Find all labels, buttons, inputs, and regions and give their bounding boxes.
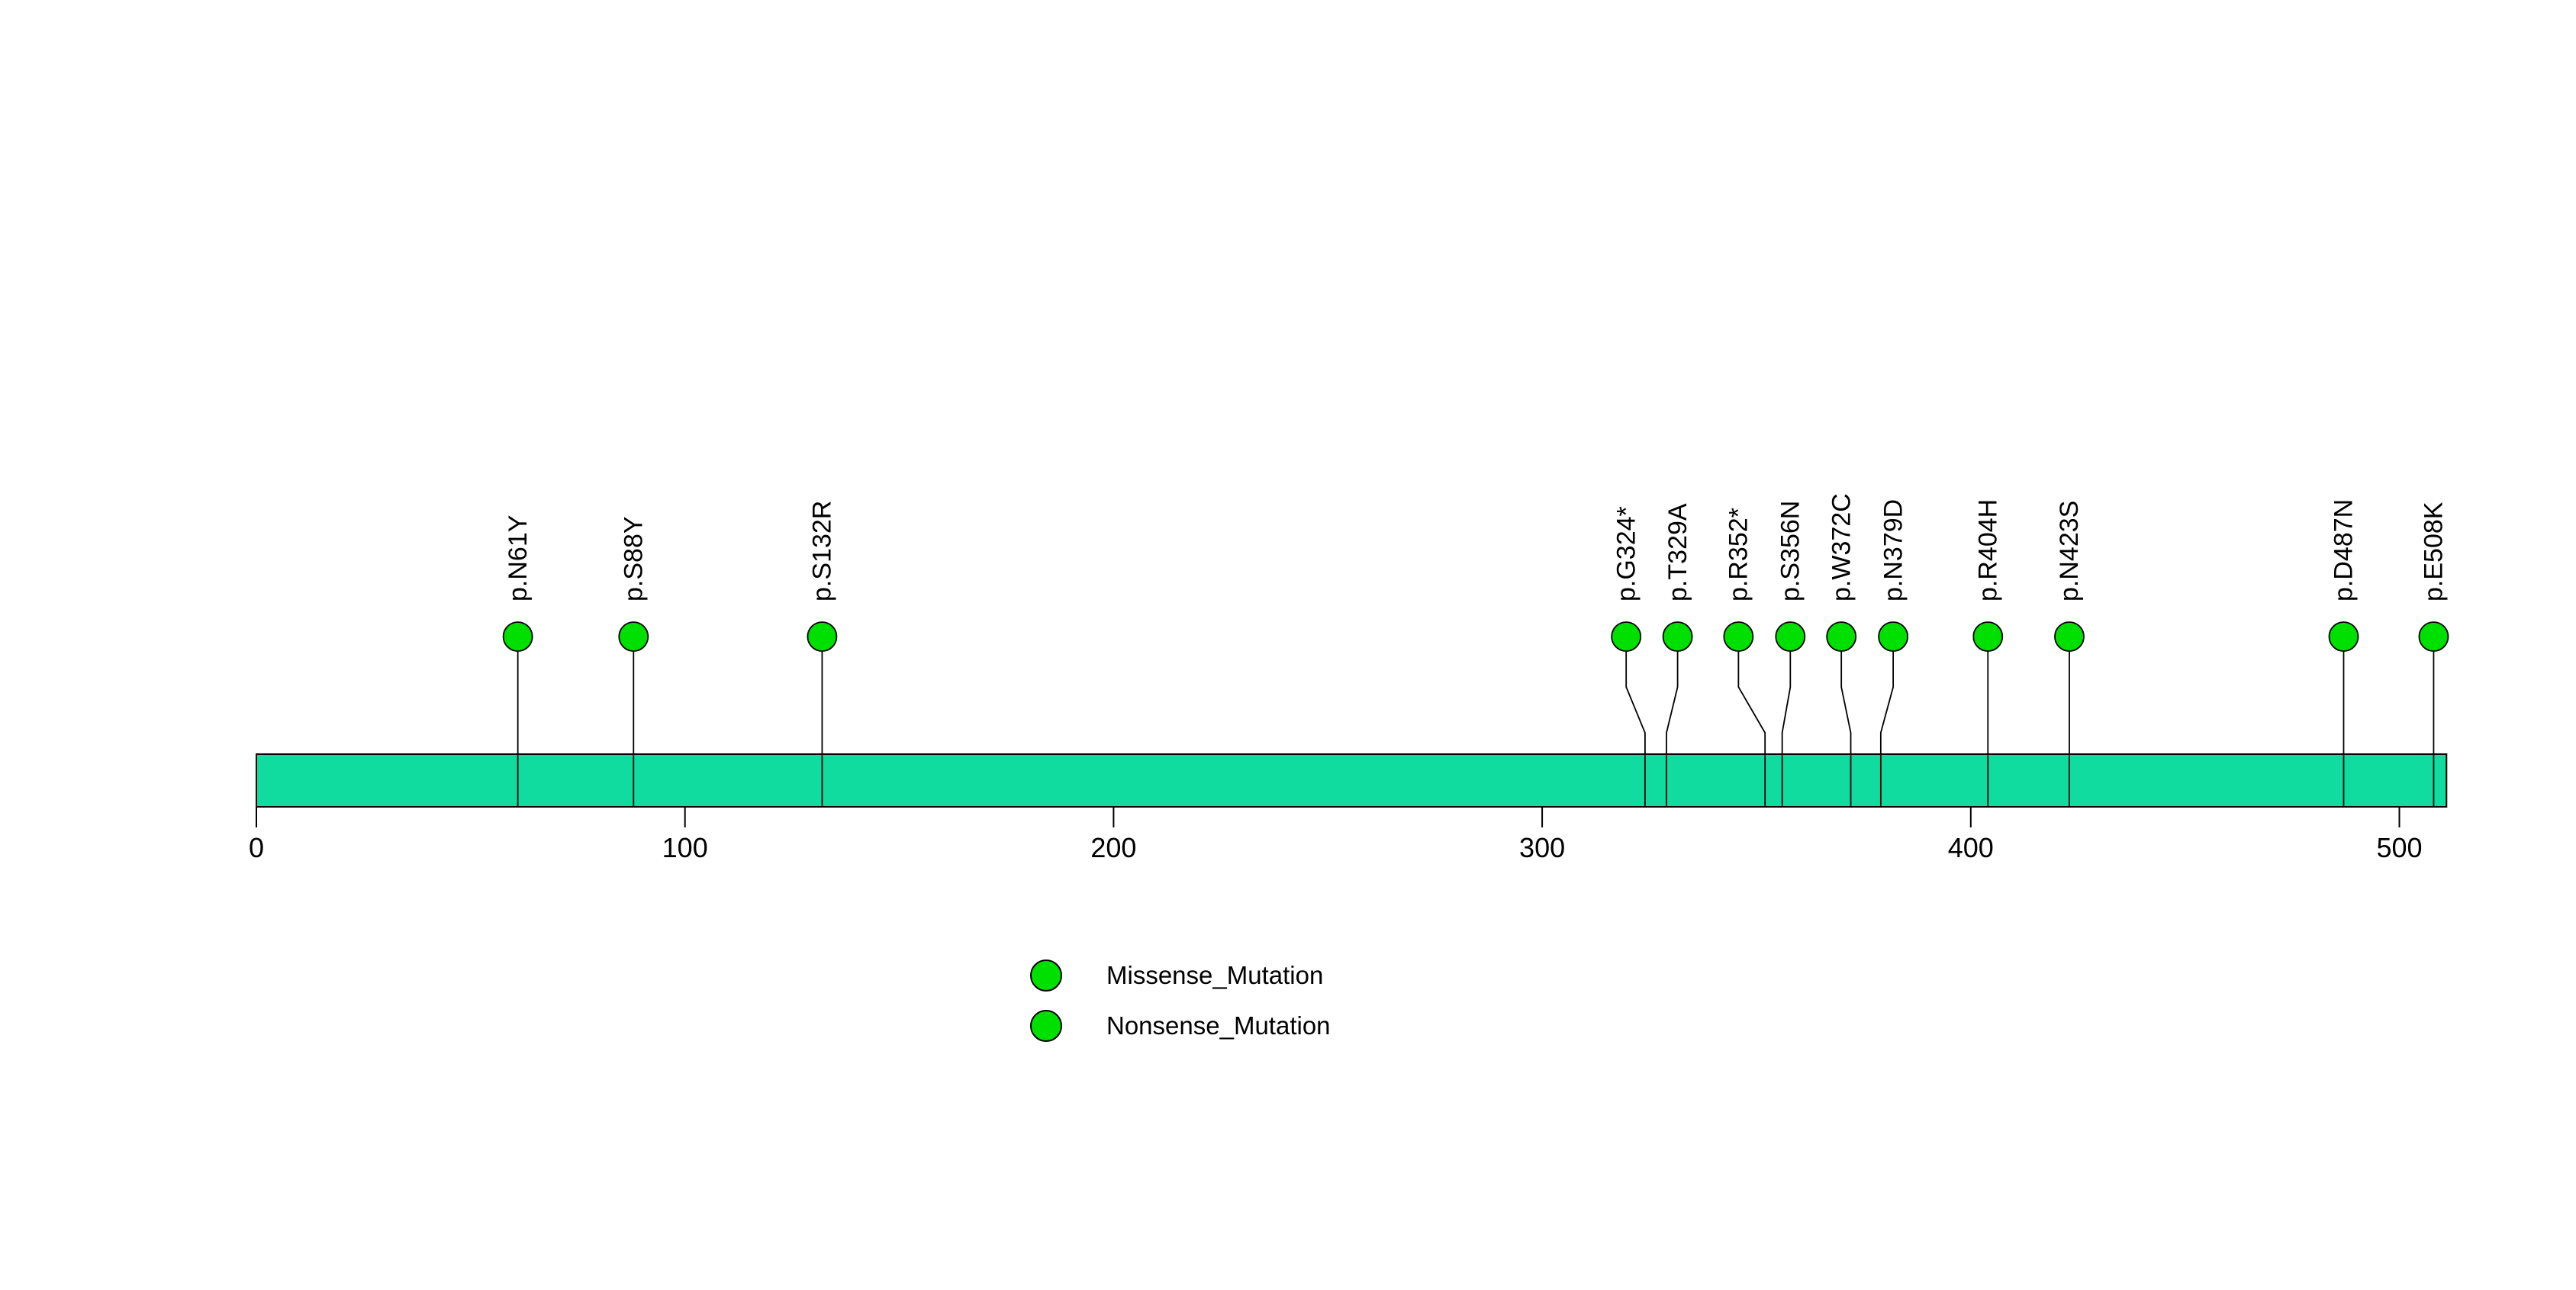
lollipop-circle bbox=[1723, 621, 1754, 652]
nonsense-legend-dot bbox=[1030, 1010, 1062, 1042]
legend: Missense_Mutation Nonsense_Mutation bbox=[1030, 959, 1331, 1042]
lollipop-circle bbox=[807, 621, 838, 652]
lollipop-circle bbox=[502, 621, 533, 652]
axis-tick-label: 300 bbox=[1519, 832, 1565, 863]
axis-tick-label: 0 bbox=[249, 832, 264, 863]
lollipop-circle bbox=[618, 621, 649, 652]
mutation-label: p.W372C bbox=[1827, 493, 1856, 601]
mutation-label: p.S132R bbox=[808, 501, 837, 601]
mutation-label: p.S356N bbox=[1776, 501, 1805, 601]
lollipop-circle bbox=[1878, 621, 1909, 652]
nonsense-legend-label: Nonsense_Mutation bbox=[1106, 1011, 1331, 1040]
mutation-label: p.R404H bbox=[1973, 499, 2002, 601]
lollipop-circle bbox=[2418, 621, 2449, 652]
lollipop-circle bbox=[1662, 621, 1693, 652]
mutation-label: p.E508K bbox=[2420, 501, 2449, 601]
legend-item-missense: Missense_Mutation bbox=[1030, 959, 1331, 992]
axis-tick-label: 200 bbox=[1090, 832, 1136, 863]
lollipop-circle bbox=[1826, 621, 1857, 652]
mutation-label: p.D487N bbox=[2330, 499, 2359, 601]
mutation-label: p.T329A bbox=[1663, 503, 1692, 601]
lollipop-stem bbox=[1666, 651, 1679, 807]
lollipop-circle bbox=[1611, 621, 1642, 652]
mutation-label: p.R352* bbox=[1724, 508, 1753, 601]
axis-tick-label: 500 bbox=[2376, 832, 2422, 863]
missense-legend-label: Missense_Mutation bbox=[1106, 961, 1324, 989]
legend-item-nonsense: Nonsense_Mutation bbox=[1030, 1010, 1331, 1042]
axis-tick-label: 400 bbox=[1948, 832, 1994, 863]
lollipop-circle bbox=[2054, 621, 2085, 652]
lollipop-stem bbox=[1879, 651, 1895, 807]
lollipop-stem bbox=[1737, 651, 1766, 807]
axis-tick-label: 100 bbox=[662, 832, 708, 863]
mutation-label: p.N423S bbox=[2055, 501, 2084, 601]
lollipop-circle bbox=[1972, 621, 2004, 652]
lollipop-circle bbox=[2328, 621, 2359, 652]
protein-bar bbox=[256, 753, 2448, 808]
lollipop-stem bbox=[1781, 651, 1792, 807]
lollipop-circle bbox=[1775, 621, 1806, 652]
mutation-label: p.S88Y bbox=[620, 516, 649, 601]
mutation-label: p.N379D bbox=[1879, 499, 1908, 601]
mutation-label: p.G324* bbox=[1612, 506, 1641, 601]
missense-legend-dot bbox=[1030, 959, 1062, 992]
lollipop-stem bbox=[1625, 651, 1646, 807]
lollipop-stem bbox=[1840, 651, 1852, 807]
mutation-label: p.N61Y bbox=[504, 515, 533, 601]
